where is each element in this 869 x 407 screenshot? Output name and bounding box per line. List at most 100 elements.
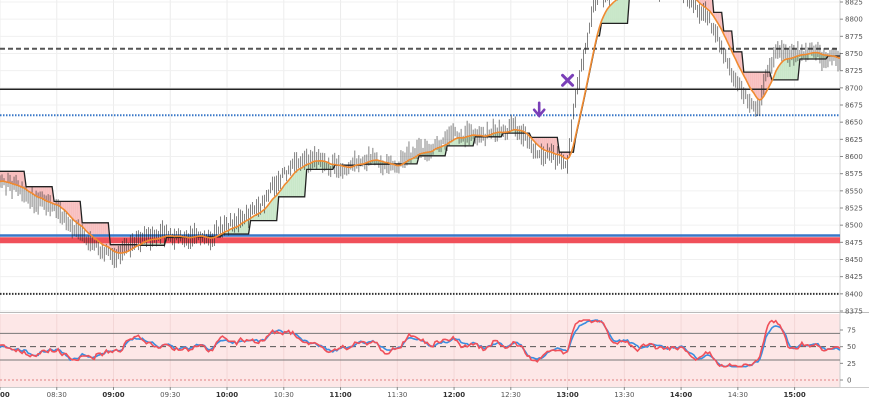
bear-cloud: [539, 137, 542, 148]
bull-cloud: [437, 147, 440, 156]
bear-cloud: [0, 171, 3, 182]
bull-cloud: [623, 0, 626, 24]
bear-cloud: [739, 51, 742, 72]
x-tick-label: 14:30: [728, 391, 748, 399]
bull-cloud: [326, 161, 329, 170]
bull-cloud: [270, 199, 273, 221]
osc-tick-label: 75: [847, 327, 856, 335]
bear-cloud: [120, 244, 123, 254]
x-tick-label: 10:30: [274, 391, 294, 399]
bull-cloud: [457, 137, 460, 146]
bull-cloud: [439, 146, 442, 156]
bear-cloud: [765, 72, 768, 93]
bull-cloud: [240, 222, 243, 234]
bull-cloud: [455, 138, 458, 146]
x-tick-label: 15:00: [783, 391, 805, 399]
bull-cloud: [244, 220, 247, 234]
bear-cloud: [709, 0, 712, 14]
bull-cloud: [789, 57, 792, 80]
y-tick-label: 8450: [845, 256, 863, 264]
bull-cloud: [258, 212, 261, 221]
bull-cloud: [811, 52, 814, 59]
bull-cloud: [469, 135, 472, 146]
y-axis-ticks: 8375 8400 8425 8450 8475 8500 8525 8550 8575 8600…: [840, 0, 863, 385]
bear-cloud: [12, 171, 15, 185]
bear-cloud: [114, 244, 117, 253]
bear-cloud: [757, 72, 760, 101]
bear-cloud: [116, 244, 119, 253]
bull-cloud: [306, 163, 309, 170]
y-tick-label: 8825: [845, 0, 863, 7]
sell-arrow-marker: [532, 101, 546, 118]
bull-cloud: [272, 197, 275, 221]
bull-cloud: [236, 225, 239, 234]
bull-cloud: [294, 170, 297, 197]
bear-cloud: [38, 186, 41, 198]
bear-cloud: [551, 137, 554, 153]
bear-cloud: [42, 186, 45, 200]
bear-cloud: [565, 152, 568, 160]
bull-cloud: [262, 209, 265, 221]
bear-cloud: [755, 72, 758, 99]
bull-cloud: [779, 62, 782, 80]
bull-cloud: [497, 132, 500, 137]
bear-cloud: [751, 72, 754, 93]
x-tick-label: 13:30: [614, 391, 634, 399]
bull-cloud: [793, 56, 796, 80]
bear-cloud: [88, 222, 91, 235]
x-tick-label: 13:00: [556, 391, 578, 399]
x-tick-label: 10:00: [216, 391, 238, 399]
bear-cloud: [10, 171, 13, 184]
bear-cloud: [62, 201, 65, 210]
bull-cloud: [801, 54, 804, 59]
bear-cloud: [4, 171, 7, 182]
bear-cloud: [749, 72, 752, 91]
bull-cloud: [435, 148, 438, 156]
bull-cloud: [300, 167, 303, 197]
bear-cloud: [553, 137, 556, 154]
horizontal-levels: [0, 47, 840, 295]
bear-cloud: [36, 186, 39, 198]
bull-cloud: [242, 221, 245, 234]
bull-cloud: [619, 0, 622, 24]
bear-cloud: [118, 244, 121, 254]
x-tick-label: 12:00: [443, 391, 465, 399]
y-tick-label: 8425: [845, 273, 863, 281]
grid-lines: [0, 0, 869, 388]
bull-cloud: [795, 55, 798, 80]
bull-cloud: [617, 0, 620, 24]
bear-cloud: [541, 137, 544, 150]
bull-cloud: [310, 161, 313, 170]
bull-cloud: [459, 137, 462, 146]
bear-cloud: [72, 201, 75, 221]
bull-cloud: [232, 227, 235, 234]
bear-cloud: [6, 171, 9, 183]
bull-cloud: [316, 160, 319, 170]
bull-cloud: [785, 58, 788, 80]
y-tick-label: 8525: [845, 205, 863, 213]
bull-cloud: [312, 161, 315, 170]
y-tick-label: 8575: [845, 170, 863, 178]
bear-cloud: [20, 171, 23, 188]
bull-cloud: [817, 52, 820, 59]
bear-cloud: [94, 222, 97, 240]
y-tick-label: 8750: [845, 50, 863, 58]
bear-cloud: [545, 137, 548, 152]
bull-cloud: [443, 145, 446, 156]
bull-cloud: [298, 168, 301, 197]
bull-cloud: [274, 195, 277, 221]
bull-cloud: [292, 172, 295, 197]
y-tick-label: 8375: [845, 308, 863, 316]
bull-cloud: [627, 0, 630, 24]
indicator-lines: [0, 0, 841, 254]
bull-cloud: [467, 136, 470, 146]
y-tick-label: 8600: [845, 153, 863, 161]
y-tick-label: 8500: [845, 222, 863, 230]
bear-cloud: [16, 171, 19, 186]
bull-cloud: [615, 0, 618, 24]
bear-cloud: [753, 72, 756, 97]
bull-cloud: [330, 164, 333, 170]
osc-tick-label: 0: [847, 377, 851, 385]
bull-cloud: [441, 145, 444, 156]
